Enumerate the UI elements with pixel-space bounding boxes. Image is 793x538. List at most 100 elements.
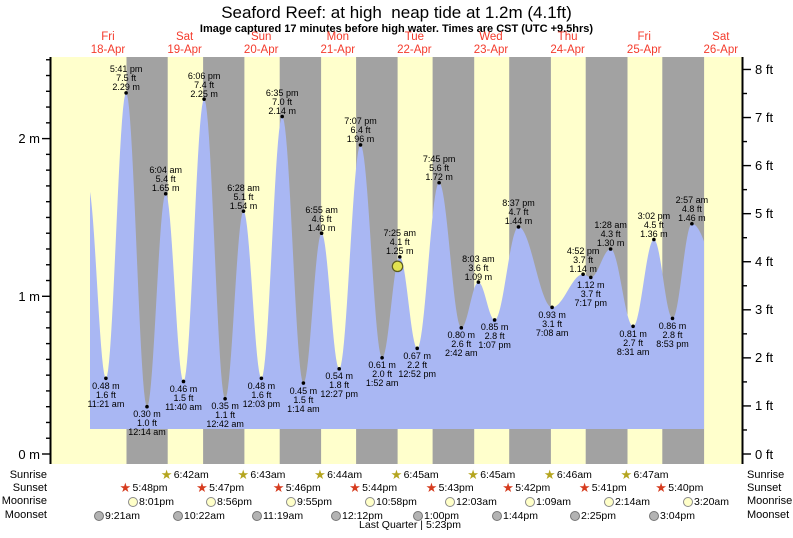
low-tide-label: 0.85 m 2.8 ft 1:07 pm	[462, 323, 528, 350]
current-level-marker	[391, 260, 404, 273]
tide-label-line: 4.8 ft	[681, 204, 702, 215]
low-tide-dot	[145, 404, 149, 409]
high-tide-dot	[437, 180, 441, 185]
tide-label-line: 4.7 ft	[508, 207, 529, 218]
day-header: Sat 26-Apr	[686, 31, 756, 56]
sunset-time: 5:43pm	[438, 482, 474, 494]
tide-label-line: 2:42 am	[445, 348, 478, 359]
high-tide-label: 6:28 am 5.1 ft 1.54 m	[211, 183, 277, 211]
day-header-date: 23-Apr	[473, 43, 509, 56]
low-tide-label: 0.46 m 1.5 ft 11:40 am	[151, 384, 217, 412]
tide-label-line: 12:27 pm	[320, 389, 358, 400]
high-tide-label: 5:41 pm 7.5 ft 2.29 m	[93, 65, 159, 92]
day-header-date: 24-Apr	[550, 43, 585, 56]
y-axis-label-ft: 4 ft	[755, 254, 774, 270]
tide-label-line: 3.1 ft	[542, 318, 563, 329]
low-tide-label: 0.48 m 1.6 ft 12:03 pm	[228, 380, 294, 409]
high-tide-label: 1:28 am 4.3 ft 1.30 m	[578, 221, 644, 248]
day-header-date: 19-Apr	[167, 43, 202, 56]
day-header: Sat 19-Apr	[150, 31, 220, 56]
moonrise-time: 12:03am	[456, 495, 497, 508]
y-axis-label-m: 1 m	[18, 288, 40, 304]
tide-label-line: 11:40 am	[165, 401, 202, 412]
tide-label-line: 2:57 am	[675, 195, 709, 206]
moonrise-row-label-left: Moonrise	[1, 495, 47, 507]
tide-label-line: 1.72 m	[425, 172, 453, 183]
tide-label-line: 6:35 pm	[265, 88, 299, 99]
tide-label-line: 1.8 ft	[329, 380, 350, 391]
tide-label-line: 1:28 am	[594, 220, 627, 231]
sunset-time: 5:44pm	[362, 482, 398, 494]
day-header-weekday: Mon	[326, 31, 349, 43]
sunset-star-icon: ★	[578, 479, 591, 495]
day-header-weekday: Wed	[479, 31, 503, 43]
high-tide-label: 2:57 am 4.8 ft 1.46 m	[659, 196, 725, 223]
tide-label-line: 0.30 m	[133, 409, 161, 420]
sunset-star-icon: ★	[349, 479, 361, 495]
tide-label-line: 6:55 am	[305, 204, 338, 215]
low-tide-label: 0.35 m 1.1 ft 12:42 am	[192, 402, 258, 429]
low-tide-label: 0.54 m 1.8 ft 12:27 pm	[306, 372, 372, 399]
moonset-circle-icon	[492, 510, 502, 521]
low-tide-label: 1.12 m 3.7 ft 7:17 pm	[558, 280, 624, 308]
moonrise-circle-icon	[286, 496, 296, 507]
tide-label-line: 1.46 m	[678, 213, 706, 224]
high-tide-dot	[124, 91, 128, 95]
moonrise-circle-icon	[206, 496, 216, 507]
y-axis-label-ft: 3 ft	[755, 302, 774, 318]
high-tide-label: 4:52 pm 3.7 ft 1.14 m	[550, 246, 616, 274]
moonset-circle-icon	[94, 510, 104, 521]
tide-label-line: 12:03 pm	[242, 398, 281, 409]
moonset-time: 3:04pm	[660, 509, 696, 522]
high-tide-label: 8:03 am 3.6 ft 1.09 m	[445, 254, 511, 282]
moonrise-time: 10:58pm	[376, 495, 417, 508]
low-tide-dot	[223, 397, 227, 401]
tide-label-line: 0.61 m	[368, 360, 396, 371]
sunset-time: 5:40pm	[668, 482, 704, 494]
tide-label-line: 1.25 m	[386, 246, 414, 257]
day-header: Fri 18-Apr	[73, 31, 143, 56]
tide-label-line: 3.6 ft	[468, 262, 489, 273]
day-header-date: 22-Apr	[397, 43, 432, 56]
tide-label-line: 0.54 m	[325, 371, 353, 382]
tide-label-line: 1.09 m	[464, 271, 493, 282]
moonset-time: 11:19am	[263, 509, 304, 522]
tide-label-line: 3.7 ft	[573, 254, 594, 265]
sunrise-star-icon: ★	[390, 466, 403, 482]
moonrise-circle-icon	[365, 496, 375, 507]
tide-label-line: 0.48 m	[247, 380, 276, 391]
low-tide-label: 0.67 m 2.2 ft 12:52 pm	[384, 351, 450, 379]
moonset-time: 9:21am	[105, 509, 141, 522]
y-axis-label-ft: 0 ft	[755, 446, 774, 462]
tide-label-line: 4.3 ft	[600, 229, 621, 240]
tide-label-line: 12:42 am	[206, 419, 244, 430]
sunrise-row-label-left: Sunrise	[9, 468, 47, 481]
high-tide-label: 7:07 pm 6.4 ft 1.96 m	[328, 117, 394, 144]
y-axis-label-ft: 5 ft	[755, 206, 774, 222]
moonrise-circle-icon	[445, 496, 455, 507]
day-header: Fri 25-Apr	[609, 31, 679, 56]
tide-label-line: 2.6 ft	[451, 339, 472, 350]
high-tide-dot	[163, 191, 168, 196]
tide-label-line: 12:14 am	[128, 427, 166, 438]
low-tide-dot	[104, 376, 108, 381]
sunset-time: 5:46pm	[285, 482, 321, 494]
day-header: Wed 23-Apr	[456, 31, 526, 56]
moonset-time: 2:25pm	[581, 509, 617, 522]
low-tide-dot	[492, 318, 497, 322]
day-header-date: 18-Apr	[90, 43, 126, 56]
sunrise-time: 6:44am	[327, 469, 363, 481]
tide-label-line: 1.30 m	[596, 238, 625, 249]
high-tide-label: 3:02 pm 4.5 ft 1.36 m	[621, 212, 687, 239]
tide-label-line: 5:41 pm	[109, 64, 143, 75]
tide-label-line: 2.29 m	[112, 82, 140, 93]
tide-label-line: 4.5 ft	[643, 220, 664, 231]
moonrise-time: 1:09am	[536, 495, 572, 508]
tide-label-line: 4.6 ft	[311, 213, 332, 224]
y-axis-label-ft: 7 ft	[755, 110, 774, 126]
moonrise-row-label-right: Moonrise	[747, 495, 793, 507]
day-header-weekday: Thu	[557, 31, 578, 43]
tide-label-line: 0.80 m	[447, 330, 476, 341]
moonset-circle-icon	[570, 510, 580, 521]
moonrise-circle-icon	[525, 496, 535, 507]
